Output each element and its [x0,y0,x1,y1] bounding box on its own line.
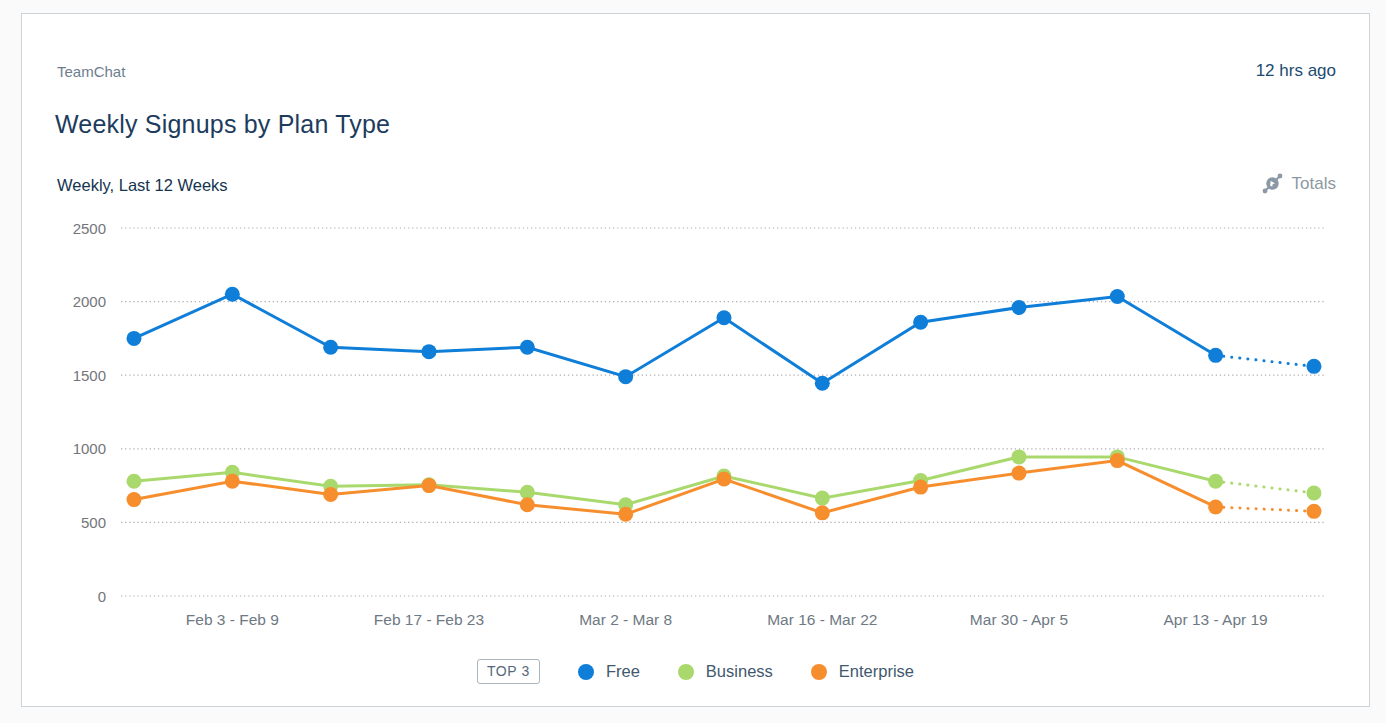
enterprise-series-dot [811,664,827,680]
x-tick-label: Feb 3 - Feb 9 [186,611,279,628]
legend-item-free[interactable]: Free [578,662,640,681]
enterprise-projection-line [1216,507,1314,511]
free-data-point[interactable] [815,376,830,391]
business-data-point[interactable] [1306,485,1321,500]
y-tick-label: 0 [98,588,106,605]
enterprise-data-point[interactable] [127,492,142,507]
enterprise-data-point[interactable] [1011,466,1026,481]
business-series-dot [678,664,694,680]
enterprise-data-point[interactable] [323,487,338,502]
free-data-point[interactable] [1011,300,1026,315]
business-projection-line [1216,481,1314,493]
legend-label-free: Free [606,662,640,681]
x-tick-label: Mar 30 - Apr 5 [970,611,1068,628]
enterprise-data-point[interactable] [716,471,731,486]
free-data-point[interactable] [716,310,731,325]
business-data-point[interactable] [815,491,830,506]
y-tick-label: 500 [81,514,106,531]
legend-label-business: Business [706,662,773,681]
free-data-point[interactable] [127,331,142,346]
free-data-point[interactable] [618,369,633,384]
legend-item-business[interactable]: Business [678,662,773,681]
free-series-dot [578,664,594,680]
signups-line-chart: 0 500 1000 1500 2000 2500 Feb 3 - Feb 9 Feb 17 … [22,14,1369,706]
free-data-point[interactable] [421,344,436,359]
y-tick-label: 2000 [73,293,106,310]
free-data-point[interactable] [913,315,928,330]
free-data-point[interactable] [323,340,338,355]
free-data-point[interactable] [1110,289,1125,304]
x-tick-label: Apr 13 - Apr 19 [1163,611,1267,628]
legend-label-enterprise: Enterprise [839,662,914,681]
enterprise-data-point[interactable] [1110,453,1125,468]
top3-badge: TOP 3 [477,659,540,684]
enterprise-data-point[interactable] [1306,504,1321,519]
y-tick-label: 2500 [73,220,106,237]
y-tick-label: 1500 [73,367,106,384]
chart-legend: TOP 3 Free Business Enterprise [22,659,1369,684]
enterprise-data-point[interactable] [225,474,240,489]
business-data-point[interactable] [127,474,142,489]
enterprise-data-point[interactable] [1208,499,1223,514]
free-data-point[interactable] [1208,348,1223,363]
business-data-point[interactable] [1208,474,1223,489]
business-data-point[interactable] [1011,449,1026,464]
free-data-point[interactable] [520,340,535,355]
free-data-point[interactable] [225,287,240,302]
legend-item-enterprise[interactable]: Enterprise [811,662,914,681]
enterprise-data-point[interactable] [913,480,928,495]
enterprise-data-point[interactable] [815,505,830,520]
free-series-line [134,294,1216,383]
dashboard-widget-card: TeamChat 12 hrs ago Weekly Signups by Pl… [21,13,1370,707]
enterprise-data-point[interactable] [421,478,436,493]
enterprise-series-line [134,461,1216,515]
free-data-point[interactable] [1306,359,1321,374]
free-projection-line [1216,355,1314,366]
x-tick-label: Mar 2 - Mar 8 [579,611,672,628]
enterprise-data-point[interactable] [618,507,633,522]
y-tick-label: 1000 [73,440,106,457]
x-tick-label: Mar 16 - Mar 22 [767,611,877,628]
enterprise-data-point[interactable] [520,497,535,512]
x-tick-label: Feb 17 - Feb 23 [374,611,484,628]
